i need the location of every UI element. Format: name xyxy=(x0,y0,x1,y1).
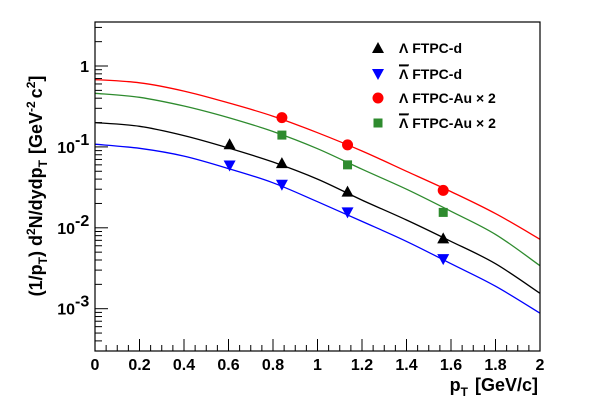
y-tick-exponent: -2 xyxy=(75,213,89,230)
data-markers xyxy=(223,112,450,266)
data-point-circle xyxy=(342,139,354,151)
data-point-triangle-down xyxy=(223,160,236,172)
data-point-triangle-up xyxy=(341,185,354,197)
data-point-square xyxy=(343,160,353,170)
data-point-square xyxy=(438,207,448,217)
x-tick-label: 1.8 xyxy=(484,357,506,374)
legend-label: Λ FTPC-d xyxy=(399,40,462,56)
data-point-triangle-down xyxy=(372,69,384,80)
y-tick-exponent: -3 xyxy=(75,294,89,311)
data-point-circle xyxy=(372,92,384,104)
y-tick-label: 10 xyxy=(57,221,75,238)
fit-curve xyxy=(94,143,541,314)
data-point-triangle-up xyxy=(275,157,288,169)
fit-curve xyxy=(94,121,541,294)
legend-label-symbol: Λ xyxy=(399,115,409,131)
fit-curve xyxy=(94,78,541,240)
x-tick-label: 1.4 xyxy=(395,357,417,374)
x-tick-label: 1 xyxy=(313,357,322,374)
legend: Λ FTPC-dΛ FTPC-dΛ FTPC-Au × 2Λ FTPC-Au ×… xyxy=(372,40,496,131)
y-tick-label: 1 xyxy=(80,59,89,76)
x-tick-label: 0 xyxy=(91,357,100,374)
x-tick-label: 0.8 xyxy=(262,357,284,374)
x-tick-label: 0.4 xyxy=(173,357,195,374)
legend-label: Λ FTPC-d xyxy=(399,66,462,82)
data-point-square xyxy=(277,130,287,140)
data-point-triangle-up xyxy=(372,42,384,53)
x-tick-label: 0.6 xyxy=(217,357,239,374)
y-axis-ticks: 110-110-210-3 xyxy=(57,26,108,352)
legend-label-text: FTPC-d xyxy=(408,66,462,82)
data-point-triangle-up xyxy=(223,138,236,150)
fit-curves xyxy=(94,78,541,314)
y-tick-exponent: -1 xyxy=(75,132,89,149)
data-point-circle xyxy=(437,184,449,196)
x-tick-label: 2 xyxy=(536,357,545,374)
data-point-triangle-down xyxy=(341,207,354,219)
legend-label-text: FTPC-Au × 2 xyxy=(408,115,496,131)
x-axis-label: pT [GeV/c] xyxy=(450,375,538,399)
legend-label: Λ FTPC-Au × 2 xyxy=(399,90,496,106)
x-tick-label: 1.2 xyxy=(351,357,373,374)
fit-curve xyxy=(94,92,541,267)
y-tick-label: 10 xyxy=(57,140,75,157)
data-point-circle xyxy=(276,112,288,124)
x-axis-ticks: 0 0.2 0.4 0.6 0.8 1 1.2 1.4 1.6 1.8 2 xyxy=(91,339,545,374)
x-tick-label: 0.2 xyxy=(128,357,150,374)
data-point-triangle-down xyxy=(275,179,288,191)
data-point-triangle-down xyxy=(437,254,450,266)
y-axis-label: (1/pT) d2N/dydpT[GeV-2c2] xyxy=(24,76,50,297)
data-point-triangle-up xyxy=(437,232,450,244)
legend-label-symbol: Λ xyxy=(399,66,409,82)
y-tick-label: 10 xyxy=(57,302,75,319)
legend-label: Λ FTPC-Au × 2 xyxy=(399,115,496,131)
x-tick-label: 1.6 xyxy=(440,357,462,374)
data-point-square xyxy=(373,118,383,128)
